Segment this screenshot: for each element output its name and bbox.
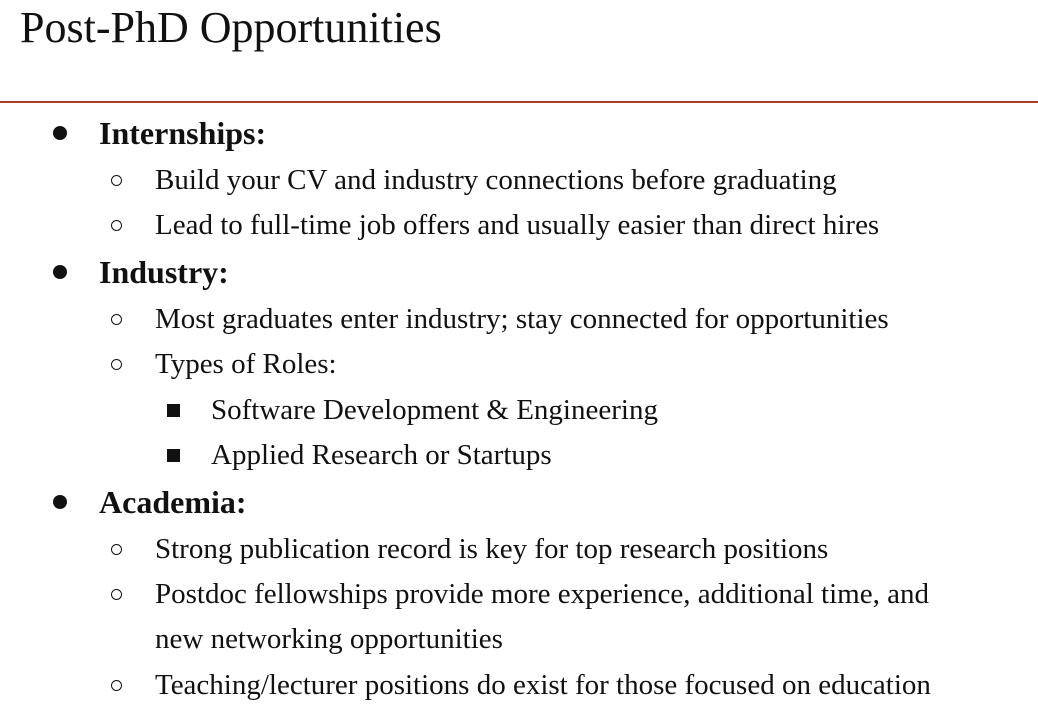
list-item-text: Teaching/lecturer positions do exist for…: [155, 669, 931, 701]
list-item: Types of Roles:: [0, 342, 1038, 387]
disc-bullet-icon: [53, 265, 67, 279]
sub-list-item: Software Development & Engineering: [0, 388, 1038, 433]
disc-bullet-icon: [53, 495, 67, 509]
circle-bullet-icon: [111, 175, 122, 186]
circle-bullet-icon: [111, 589, 122, 600]
circle-bullet-icon: [111, 220, 122, 231]
list-item-text: Strong publication record is key for top…: [155, 533, 829, 565]
list-item: Strong publication record is key for top…: [0, 527, 1038, 572]
list-item: Teaching/lecturer positions do exist for…: [0, 663, 1038, 708]
disc-bullet-icon: [53, 126, 67, 140]
title-divider: [0, 101, 1038, 103]
slide-title: Post-PhD Opportunities: [20, 3, 442, 52]
list-item: Build your CV and industry connections b…: [0, 158, 1038, 203]
list-item-text-line2: new networking opportunities: [155, 623, 503, 655]
circle-bullet-icon: [111, 680, 122, 691]
list-item-text: Lead to full-time job offers and usually…: [155, 209, 880, 241]
section-academia: Academia:: [0, 482, 1038, 522]
circle-bullet-icon: [111, 359, 122, 370]
sub-list-item: Applied Research or Startups: [0, 433, 1038, 478]
section-heading: Industry:: [99, 254, 229, 290]
list-item: Most graduates enter industry; stay conn…: [0, 297, 1038, 342]
list-item: Lead to full-time job offers and usually…: [0, 203, 1038, 248]
section-industry: Industry:: [0, 252, 1038, 292]
sub-list-item-text: Software Development & Engineering: [211, 394, 658, 426]
list-item-text: Build your CV and industry connections b…: [155, 164, 837, 196]
circle-bullet-icon: [111, 544, 122, 555]
section-heading: Internships:: [99, 115, 267, 151]
list-item-text-line1: Postdoc fellowships provide more experie…: [155, 578, 929, 610]
circle-bullet-icon: [111, 314, 122, 325]
square-bullet-icon: [167, 449, 180, 462]
list-item-text: Types of Roles:: [155, 348, 337, 380]
list-item-text: Most graduates enter industry; stay conn…: [155, 303, 889, 335]
sub-list-item-text: Applied Research or Startups: [211, 439, 552, 471]
square-bullet-icon: [167, 404, 180, 417]
section-internships: Internships:: [0, 113, 1038, 153]
list-item: Postdoc fellowships provide more experie…: [0, 572, 1038, 662]
section-heading: Academia:: [99, 484, 247, 520]
